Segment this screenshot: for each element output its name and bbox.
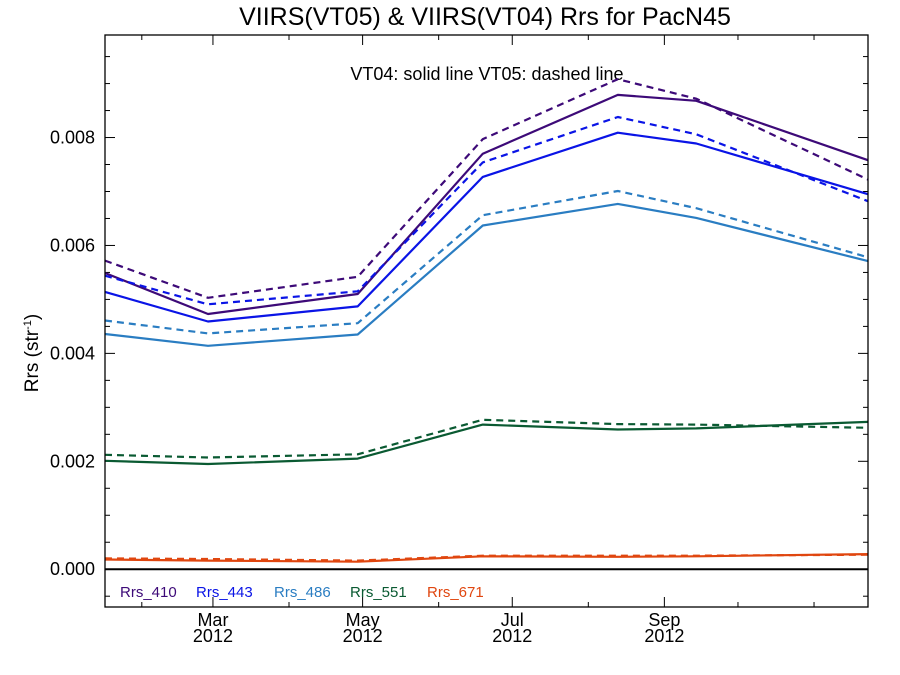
- y-tick-label: 0.006: [50, 235, 95, 255]
- series-line-rrs-551-solid: [104, 420, 869, 466]
- axes-layer: 0.0000.0020.0040.0060.008Mar2012May2012J…: [50, 35, 868, 646]
- legend-item-rrs-443: Rrs_443: [196, 584, 253, 601]
- x-tick-label-month: May: [346, 610, 380, 630]
- y-axis-label-text: Rrs (str: [22, 329, 43, 392]
- series-line-rrs-443-solid: [104, 131, 869, 323]
- x-tick-label-month: Jul: [501, 610, 524, 630]
- series-line-rrs-486-dashed: [104, 189, 869, 335]
- legend: Rrs_410 Rrs_443 Rrs_486 Rrs_551 Rrs_671: [120, 584, 484, 601]
- x-tick-label-month: Mar: [197, 610, 228, 630]
- y-axis-label-superscript: -1: [22, 320, 34, 330]
- line-style-annotation: VT04: solid line VT05: dashed line: [350, 64, 623, 84]
- y-axis-label: Rrs (str-1): [22, 314, 43, 392]
- x-tick-label-year: 2012: [492, 626, 532, 646]
- y-tick-label: 0.008: [50, 128, 95, 148]
- x-tick-label-year: 2012: [343, 626, 383, 646]
- series-line-rrs-443-dashed: [104, 115, 869, 306]
- y-tick-label: 0.002: [50, 451, 95, 471]
- series-line-rrs-410-solid: [104, 93, 869, 316]
- legend-item-rrs-671: Rrs_671: [427, 584, 484, 601]
- x-tick-label-month: Sep: [648, 610, 680, 630]
- series-layer: [104, 78, 869, 563]
- series-line-rrs-410-dashed: [104, 78, 869, 299]
- x-tick-label-year: 2012: [644, 626, 684, 646]
- y-tick-label: 0.000: [50, 559, 95, 579]
- y-axis-label-suffix: ): [22, 314, 43, 320]
- legend-item-rrs-486: Rrs_486: [274, 584, 331, 601]
- plot-frame: [104, 34, 869, 608]
- chart-title: VIIRS(VT05) & VIIRS(VT04) Rrs for PacN45: [239, 3, 731, 31]
- series-line-rrs-671-dashed: [104, 553, 869, 562]
- legend-item-rrs-551: Rrs_551: [350, 584, 407, 601]
- x-tick-label-year: 2012: [193, 626, 233, 646]
- series-line-rrs-486-solid: [104, 202, 869, 347]
- y-tick-label: 0.004: [50, 343, 95, 363]
- legend-item-rrs-410: Rrs_410: [120, 584, 177, 601]
